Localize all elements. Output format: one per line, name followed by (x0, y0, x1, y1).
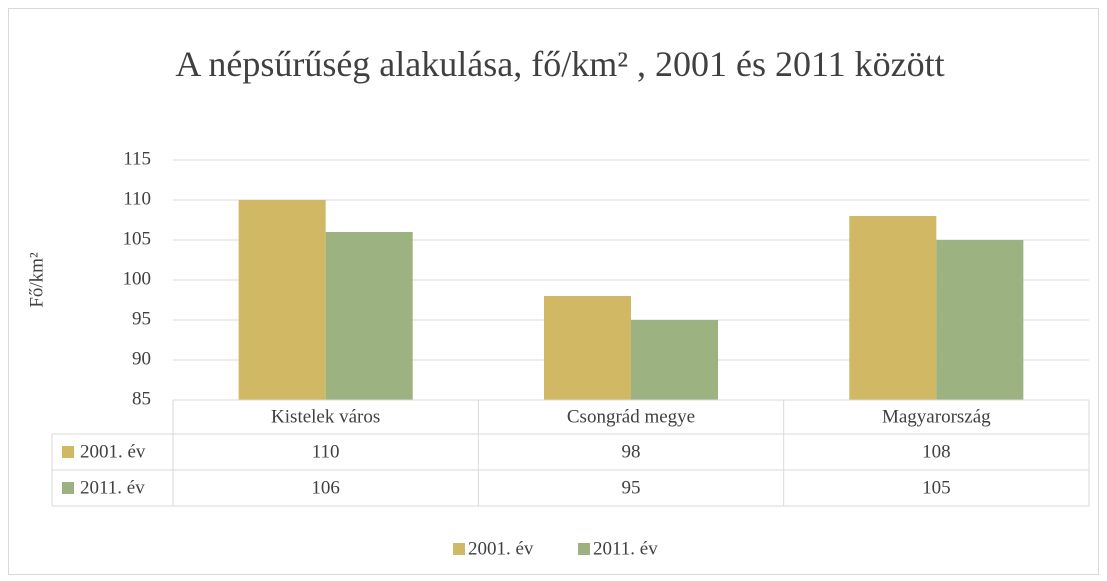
table-cell: 110 (312, 441, 340, 462)
table-legend-key (62, 482, 74, 494)
y-tick-label: 115 (123, 148, 151, 169)
legend-label: 2001. év (468, 538, 534, 559)
y-tick-label: 110 (123, 188, 151, 209)
bar (543, 296, 631, 400)
table-cell: 105 (922, 477, 951, 498)
table-row-label: 2011. év (80, 477, 145, 498)
bar (849, 216, 937, 400)
chart-title: A népsűrűség alakulása, fő/km² , 2001 és… (175, 44, 945, 84)
bar (631, 320, 719, 400)
bar (936, 240, 1024, 400)
bar (238, 200, 326, 400)
x-tick-label: Magyarország (882, 406, 991, 427)
legend-key (453, 543, 465, 555)
y-axis-label: Fő/km² (26, 252, 47, 308)
table-legend-key (62, 446, 74, 458)
legend-label: 2011. év (593, 538, 658, 559)
table-cell: 98 (622, 441, 641, 462)
table-row-label: 2001. év (80, 441, 146, 462)
y-tick-label: 85 (132, 388, 151, 409)
y-tick-label: 100 (123, 268, 152, 289)
table-cell: 106 (311, 477, 340, 498)
x-tick-label: Kistelek város (271, 406, 380, 427)
y-tick-label: 90 (132, 348, 151, 369)
table-cell: 108 (922, 441, 951, 462)
table-cell: 95 (622, 477, 641, 498)
legend-key (578, 543, 590, 555)
x-tick-label: Csongrád megye (567, 406, 695, 427)
y-tick-label: 105 (123, 228, 152, 249)
bar (325, 232, 413, 400)
y-tick-label: 95 (132, 308, 151, 329)
